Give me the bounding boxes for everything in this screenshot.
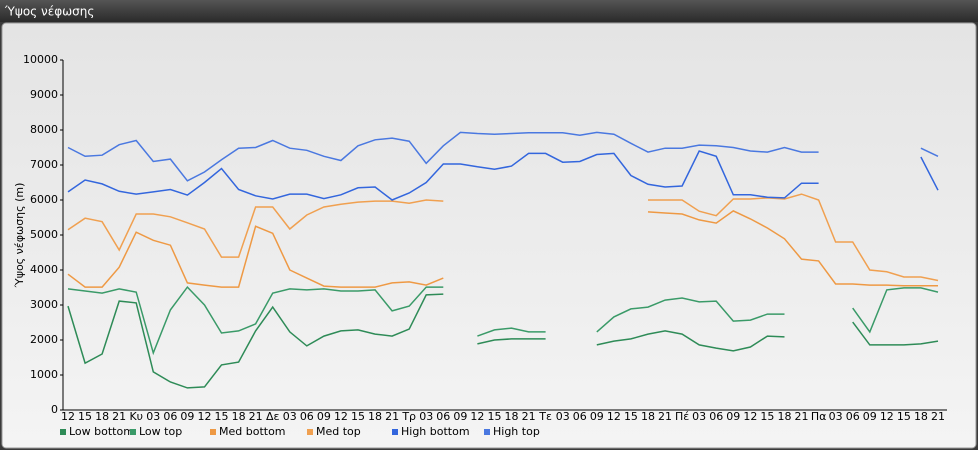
x-tick-label: 03 (146, 410, 160, 423)
x-tick-label: 18 (95, 410, 109, 423)
panel (1, 22, 977, 449)
x-tick-label: Πα (811, 410, 827, 423)
legend-label: Med top (316, 425, 361, 438)
x-tick-label: 12 (61, 410, 75, 423)
x-tick-label: Τρ (401, 410, 416, 423)
legend-label: Low bottom (69, 425, 134, 438)
x-tick-label: 18 (232, 410, 246, 423)
x-tick-label: 03 (419, 410, 433, 423)
x-tick-label: 15 (487, 410, 501, 423)
x-tick-label: 21 (658, 410, 672, 423)
x-tick-label: 18 (914, 410, 928, 423)
x-tick-label: 03 (829, 410, 843, 423)
y-axis-label: Ύψος νέφωσης (m) (13, 183, 26, 289)
x-tick-label: 09 (726, 410, 740, 423)
y-tick-label: 9000 (30, 88, 58, 101)
legend-swatch (484, 429, 490, 435)
x-tick-label: 09 (317, 410, 331, 423)
y-tick-label: 10000 (23, 53, 58, 66)
x-tick-label: 18 (777, 410, 791, 423)
x-tick-label: 06 (709, 410, 723, 423)
legend-swatch (210, 429, 216, 435)
x-tick-label: 21 (795, 410, 809, 423)
legend-swatch (130, 429, 136, 435)
x-tick-label: 15 (78, 410, 92, 423)
x-tick-label: 12 (334, 410, 348, 423)
y-tick-label: 2000 (30, 333, 58, 346)
series-line (67, 131, 939, 182)
series-line (67, 150, 939, 201)
series-line (67, 193, 939, 282)
x-tick-label: 09 (453, 410, 467, 423)
legend-label: Low top (139, 425, 182, 438)
y-tick-label: 8000 (30, 123, 58, 136)
y-tick-label: 5000 (30, 228, 58, 241)
x-tick-label: Κυ (129, 410, 143, 423)
x-tick-label: 06 (573, 410, 587, 423)
y-tick-label: 7000 (30, 158, 58, 171)
x-tick-label: 06 (436, 410, 450, 423)
legend-swatch (392, 429, 398, 435)
legend-label: High top (493, 425, 540, 438)
y-tick-label: 0 (51, 403, 58, 416)
series-line (67, 293, 939, 389)
x-tick-label: Πέ (675, 410, 689, 423)
x-tick-label: 09 (863, 410, 877, 423)
legend-label: Med bottom (219, 425, 286, 438)
x-tick-label: Τε (538, 410, 552, 423)
x-tick-label: 03 (556, 410, 570, 423)
x-tick-label: 15 (624, 410, 638, 423)
y-tick-label: 1000 (30, 368, 58, 381)
x-tick-label: 15 (351, 410, 365, 423)
x-tick-label: 21 (112, 410, 126, 423)
legend-swatch (60, 429, 66, 435)
header-title: Ύψος νέφωσης (4, 5, 94, 19)
header (0, 0, 978, 22)
x-tick-label: 21 (249, 410, 263, 423)
x-tick-label: 09 (180, 410, 194, 423)
x-tick-label: 12 (607, 410, 621, 423)
x-tick-label: 03 (283, 410, 297, 423)
x-tick-label: 12 (470, 410, 484, 423)
x-tick-label: 21 (931, 410, 945, 423)
x-tick-label: 21 (522, 410, 536, 423)
legend-label: High bottom (401, 425, 470, 438)
legend-swatch (307, 429, 313, 435)
x-tick-label: 12 (880, 410, 894, 423)
y-tick-label: 4000 (30, 263, 58, 276)
series-line (67, 210, 938, 288)
y-tick-label: 3000 (30, 298, 58, 311)
x-tick-label: 15 (760, 410, 774, 423)
x-tick-label: 18 (368, 410, 382, 423)
x-tick-label: 18 (641, 410, 655, 423)
x-tick-label: 12 (743, 410, 757, 423)
x-tick-label: 12 (197, 410, 211, 423)
x-tick-label: 15 (215, 410, 229, 423)
x-tick-label: 03 (692, 410, 706, 423)
x-tick-label: 18 (505, 410, 519, 423)
x-tick-label: 15 (897, 410, 911, 423)
series-line (67, 285, 939, 356)
x-tick-label: 06 (846, 410, 860, 423)
y-tick-label: 6000 (30, 193, 58, 206)
x-tick-label: 06 (163, 410, 177, 423)
x-tick-label: 09 (590, 410, 604, 423)
x-tick-label: Δε (266, 410, 280, 423)
x-tick-label: 21 (385, 410, 399, 423)
x-tick-label: 06 (300, 410, 314, 423)
